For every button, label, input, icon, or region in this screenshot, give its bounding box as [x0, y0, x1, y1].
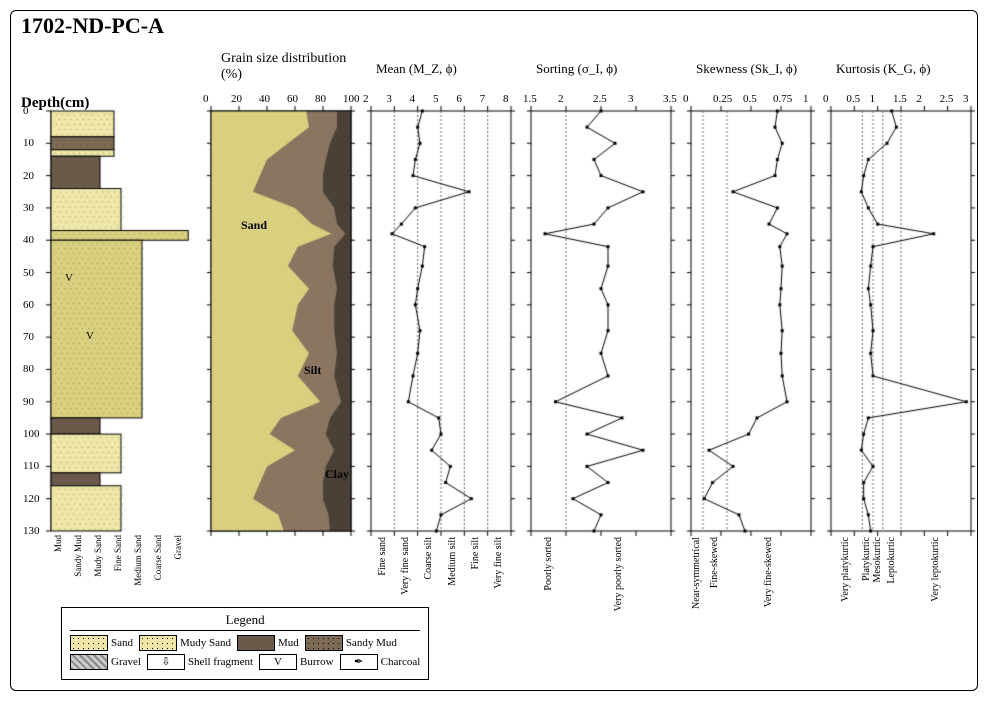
- legend-item: ✒Charcoal: [340, 654, 421, 670]
- legend-item: Sandy Mud: [305, 635, 397, 651]
- legend-item: Gravel: [70, 654, 141, 670]
- legend-item: Sand: [70, 635, 133, 651]
- legend-title: Legend: [70, 612, 420, 631]
- legend-item: Mudy Sand: [139, 635, 231, 651]
- legend-box: Legend Sand Mudy Sand Mud Sandy Mud Gravel ⇩…: [61, 607, 429, 680]
- legend-item: VBurrow: [259, 654, 334, 670]
- legend-row-2: Gravel ⇩Shell fragment VBurrow ✒Charcoal: [70, 654, 420, 670]
- legend-item: Mud: [237, 635, 299, 651]
- figure-frame: 1702-ND-PC-A Depth(cm) 01020304050607080…: [10, 10, 978, 691]
- legend-row-1: Sand Mudy Sand Mud Sandy Mud: [70, 635, 420, 651]
- legend-item: ⇩Shell fragment: [147, 654, 253, 670]
